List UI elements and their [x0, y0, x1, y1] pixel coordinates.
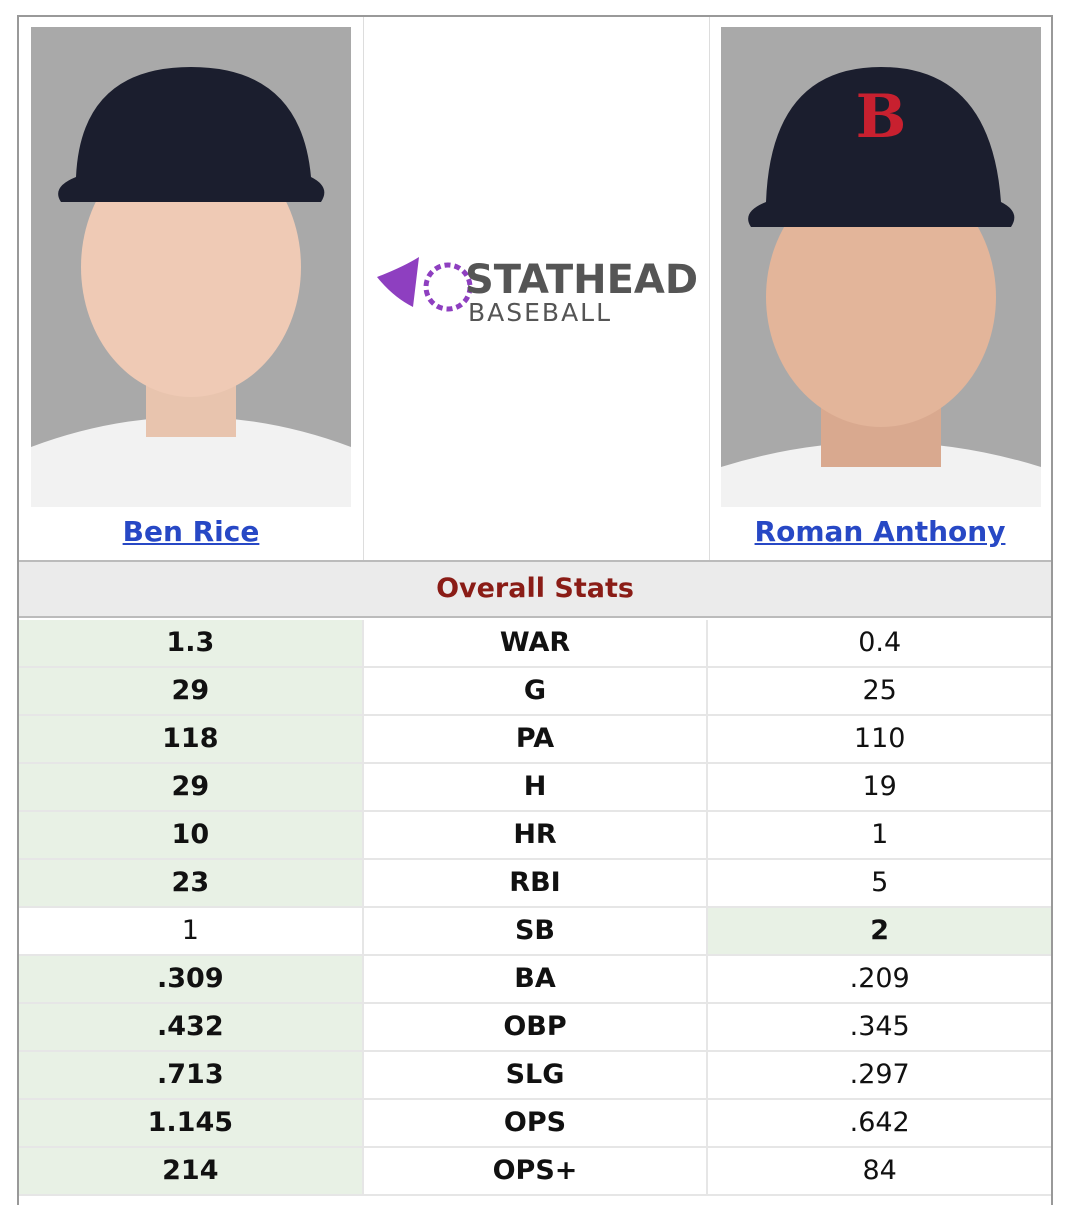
stat-name: WAR [364, 620, 709, 666]
stat-name: PA [364, 716, 709, 762]
left-value: 1.3 [19, 620, 364, 666]
left-value: .309 [19, 956, 364, 1002]
stat-name: SLG [364, 1052, 709, 1098]
player-photo [31, 27, 351, 507]
left-value: .713 [19, 1052, 364, 1098]
right-value: 19 [862, 771, 897, 802]
section-title: Overall Stats [19, 560, 1051, 618]
right-value: .209 [849, 963, 910, 994]
right-value: 84 [862, 1155, 897, 1186]
right-value: .297 [849, 1059, 910, 1090]
right-value: 1 [871, 819, 889, 850]
right-value: .345 [849, 1011, 910, 1042]
player-name[interactable]: Roman Anthony [754, 515, 1006, 548]
right-value: 0.4 [858, 627, 902, 658]
stat-name: OPS [364, 1100, 709, 1146]
right-value: .642 [849, 1107, 910, 1138]
left-value: 29 [19, 764, 364, 810]
stat-row: .713 SLG .297 [19, 1052, 1051, 1100]
stat-name: SB [364, 908, 709, 954]
stat-name: RBI [364, 860, 709, 906]
left-value: 10 [19, 812, 364, 858]
right-value: 2 [708, 908, 1052, 954]
stat-row: 29 G 25 [19, 668, 1051, 716]
stat-row: 23 RBI 5 [19, 860, 1051, 908]
stat-name: HR [364, 812, 709, 858]
stat-name: OBP [364, 1004, 709, 1050]
stat-row: 1.145 OPS .642 [19, 1100, 1051, 1148]
stat-row: .309 BA .209 [19, 956, 1051, 1004]
player-photo: B [721, 27, 1041, 507]
stat-row: .432 OBP .345 [19, 1004, 1051, 1052]
right-value: 5 [871, 867, 889, 898]
stat-name: BA [364, 956, 709, 1002]
logo-text: STATHEAD [465, 257, 698, 303]
stat-row: 10 HR 1 [19, 812, 1051, 860]
left-value: 118 [19, 716, 364, 762]
stat-name: G [364, 668, 709, 714]
stat-name: OPS+ [364, 1148, 709, 1194]
stat-row: 1 SB 2 [19, 908, 1052, 956]
stat-name: H [364, 764, 709, 810]
stathead-logo: STATHEAD BASEBALL [377, 257, 698, 327]
stat-row: 29 H 19 [19, 764, 1051, 812]
player-column: B Roman Anthony [709, 17, 1051, 560]
left-value: 29 [19, 668, 364, 714]
left-value: 214 [19, 1148, 364, 1194]
left-value: 1.145 [19, 1100, 364, 1146]
stat-row: 1.3 WAR 0.4 [19, 620, 1051, 668]
left-value: 23 [19, 860, 364, 906]
logo-subtext: BASEBALL [468, 298, 612, 327]
left-value: .432 [19, 1004, 364, 1050]
svg-text:B: B [856, 82, 907, 152]
player-name[interactable]: Ben Rice [122, 515, 260, 548]
left-value: 1 [19, 908, 364, 954]
player-column: Ben Rice [19, 17, 364, 560]
logo-column: STATHEAD BASEBALL [363, 17, 710, 560]
right-value: 25 [862, 675, 897, 706]
stats-table: 1.3 WAR 0.4 29 G 25 118 PA 110 29 H 19 10 HR 1 23 RBI 5 1 S… [19, 620, 1052, 1196]
stat-row: 214 OPS+ 84 [19, 1148, 1051, 1196]
stat-row: 118 PA 110 [19, 716, 1051, 764]
right-value: 110 [853, 723, 906, 754]
comparison-card: Ben Rice STATHEAD BASEBALL B Roman Antho… [17, 15, 1053, 1205]
